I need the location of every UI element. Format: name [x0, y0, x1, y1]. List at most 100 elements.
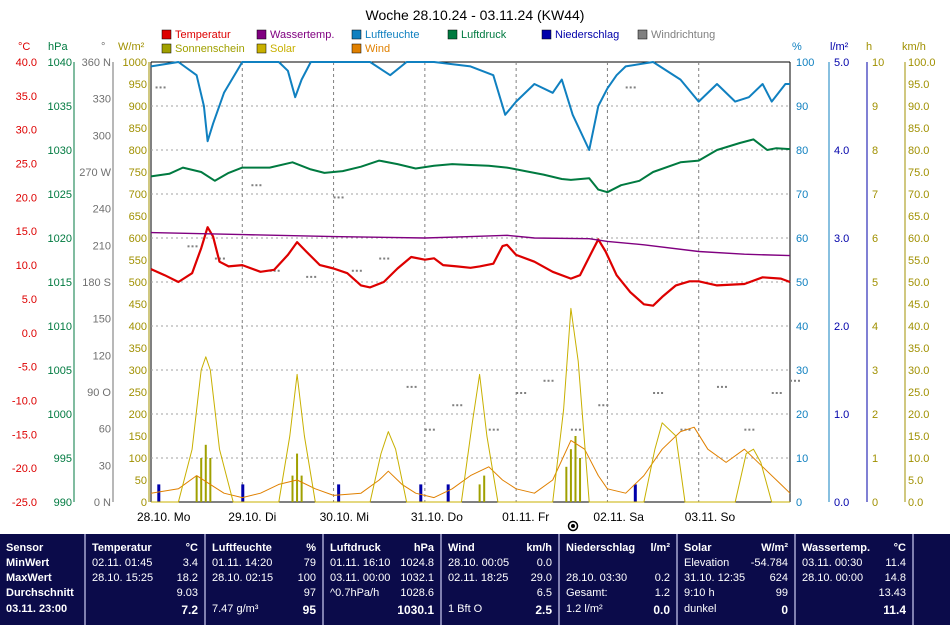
sun-tick-label: 2	[872, 409, 878, 421]
sun-tick-label: 10	[872, 57, 884, 69]
humidity-tick-label: 90	[796, 101, 808, 113]
solar-sun-val: 99	[775, 587, 788, 599]
solar-tick-label: 300	[129, 365, 147, 377]
sunshine-bar	[574, 436, 577, 502]
humidity-column: Luftfeuchte% 01.11. 14:20 79 28.10. 02:15…	[206, 534, 324, 625]
winddir-point	[214, 257, 217, 260]
rain-bar	[157, 484, 161, 502]
rain-today: 1.2 l/m²	[566, 603, 603, 615]
winddir-point	[314, 275, 317, 278]
rain-bar	[337, 484, 341, 502]
x-tick-label: 02.11. Sa	[593, 510, 644, 524]
wind-line	[150, 426, 791, 499]
winddir-point	[159, 86, 162, 89]
rain-tick-label: 0.0	[834, 497, 849, 509]
sunshine-bar	[483, 475, 486, 502]
sensor-header: Sensor	[6, 542, 44, 554]
temp-unit: °C	[185, 542, 198, 554]
temp-current: 7.2	[181, 603, 198, 617]
winddir-point	[543, 379, 546, 382]
winddir-point	[163, 86, 166, 89]
winddir-point	[406, 385, 409, 388]
pressure-max: 1032.1	[400, 572, 434, 584]
winddir-point	[661, 392, 664, 394]
temp-tick-label: 5.0	[22, 294, 37, 306]
wind-column: Wind km/h 28.10. 00:05 0.0 02.11. 18:25 29.…	[442, 534, 560, 625]
temp-tick-label: -20.0	[12, 463, 37, 475]
pressure-max-time: 03.11. 00:00	[330, 572, 391, 584]
rain-max-time: 28.10. 03:30	[566, 572, 628, 584]
humidity-min: 79	[303, 557, 316, 569]
sun-tick-label: 8	[872, 145, 878, 157]
sun-tick-label: 9	[872, 101, 878, 113]
sun-tick-label: 1	[872, 453, 878, 465]
solar-tick-label: 900	[129, 101, 147, 113]
legend-label: Temperatur	[175, 29, 231, 41]
pressure-unit: hPa	[413, 542, 434, 554]
x-tick-label: 01.11. Fr	[502, 510, 549, 524]
legend-label: Niederschlag	[555, 29, 619, 41]
pressure-tick-label: 1035	[48, 101, 72, 113]
winddir-point	[547, 379, 550, 382]
winddir-tick-label: 30	[99, 460, 111, 472]
x-tick-label: 30.10. Mi	[320, 510, 369, 524]
winddir-point	[191, 245, 194, 248]
pressure-line	[150, 138, 791, 194]
gridlines	[151, 62, 790, 502]
winddir-point	[341, 196, 344, 199]
statistics-table: Sensor MinWert MaxWert Durchschnitt 03.1…	[0, 534, 950, 625]
sun-unit-label: h	[866, 41, 872, 53]
temp-tick-label: -5.0	[18, 362, 37, 374]
solar-tick-label: 250	[129, 387, 147, 399]
solar-tick-label: 150	[129, 431, 147, 443]
solar-tick-label: 650	[129, 211, 147, 223]
winddir-point	[680, 428, 683, 431]
solar-tick-label: 600	[129, 233, 147, 245]
solar-unit: W/m²	[761, 542, 788, 554]
temperature-column: Temperatur °C 02.11. 01:45 3.4 28.10. 15:2…	[86, 534, 206, 625]
pressure-tick-label: 1015	[48, 277, 72, 289]
winddir-point	[432, 428, 435, 431]
winddir-point	[720, 385, 723, 388]
winddir-point	[351, 269, 354, 272]
pressure-tick-label: 1020	[48, 233, 72, 245]
rain-max: 0.2	[654, 572, 670, 584]
winddir-tick-label: 180 S	[82, 277, 111, 289]
legend-swatch	[541, 29, 552, 40]
winddir-point	[492, 428, 495, 431]
legend-swatch	[351, 29, 362, 40]
wind-tick-label: 100.0	[908, 57, 936, 69]
solar-tick-label: 800	[129, 145, 147, 157]
wind-tick-label: 80.0	[908, 145, 929, 157]
sunshine-bar	[579, 458, 582, 502]
sunshine-bar	[296, 453, 299, 502]
solar-tick-label: 550	[129, 255, 147, 267]
pressure-tick-label: 1025	[48, 189, 72, 201]
sunshine-bar	[291, 475, 294, 502]
winddir-point	[259, 184, 262, 187]
solar-tick-label: 500	[129, 277, 147, 289]
temp-tick-label: -25.0	[12, 497, 37, 509]
legend-label: Luftfeuchte	[365, 29, 419, 41]
sunshine-bar	[204, 444, 207, 502]
pressure-column: Luftdruck hPa 01.11. 16:10 1024.8 03.11. 0…	[324, 534, 442, 625]
sun-tick-label: 0	[872, 497, 878, 509]
winddir-point	[574, 428, 577, 431]
maxwert-label: MaxWert	[6, 572, 52, 584]
temp-tick-label: 40.0	[16, 57, 37, 69]
legend-label: Sonnenschein	[175, 43, 245, 55]
x-tick-label: 28.10. Mo	[137, 510, 191, 524]
pressure-header: Luftdruck	[330, 542, 381, 554]
wind-max: 29.0	[530, 572, 552, 584]
winddir-point	[333, 196, 336, 199]
solar-tick-label: 1000	[123, 57, 147, 69]
humidity-unit: %	[306, 542, 316, 554]
winddir-point	[306, 275, 309, 278]
temp-tick-label: 0.0	[22, 328, 37, 340]
durchschnitt-label: Durchschnitt	[6, 587, 74, 599]
minwert-label: MinWert	[6, 557, 50, 569]
solar-tick-label: 200	[129, 409, 147, 421]
legend-swatch	[447, 29, 458, 40]
humidity-min-time: 01.11. 14:20	[212, 557, 273, 569]
watertemp-column: Wassertemp. °C 03.11. 00:30 11.4 28.10. 00…	[796, 534, 914, 625]
